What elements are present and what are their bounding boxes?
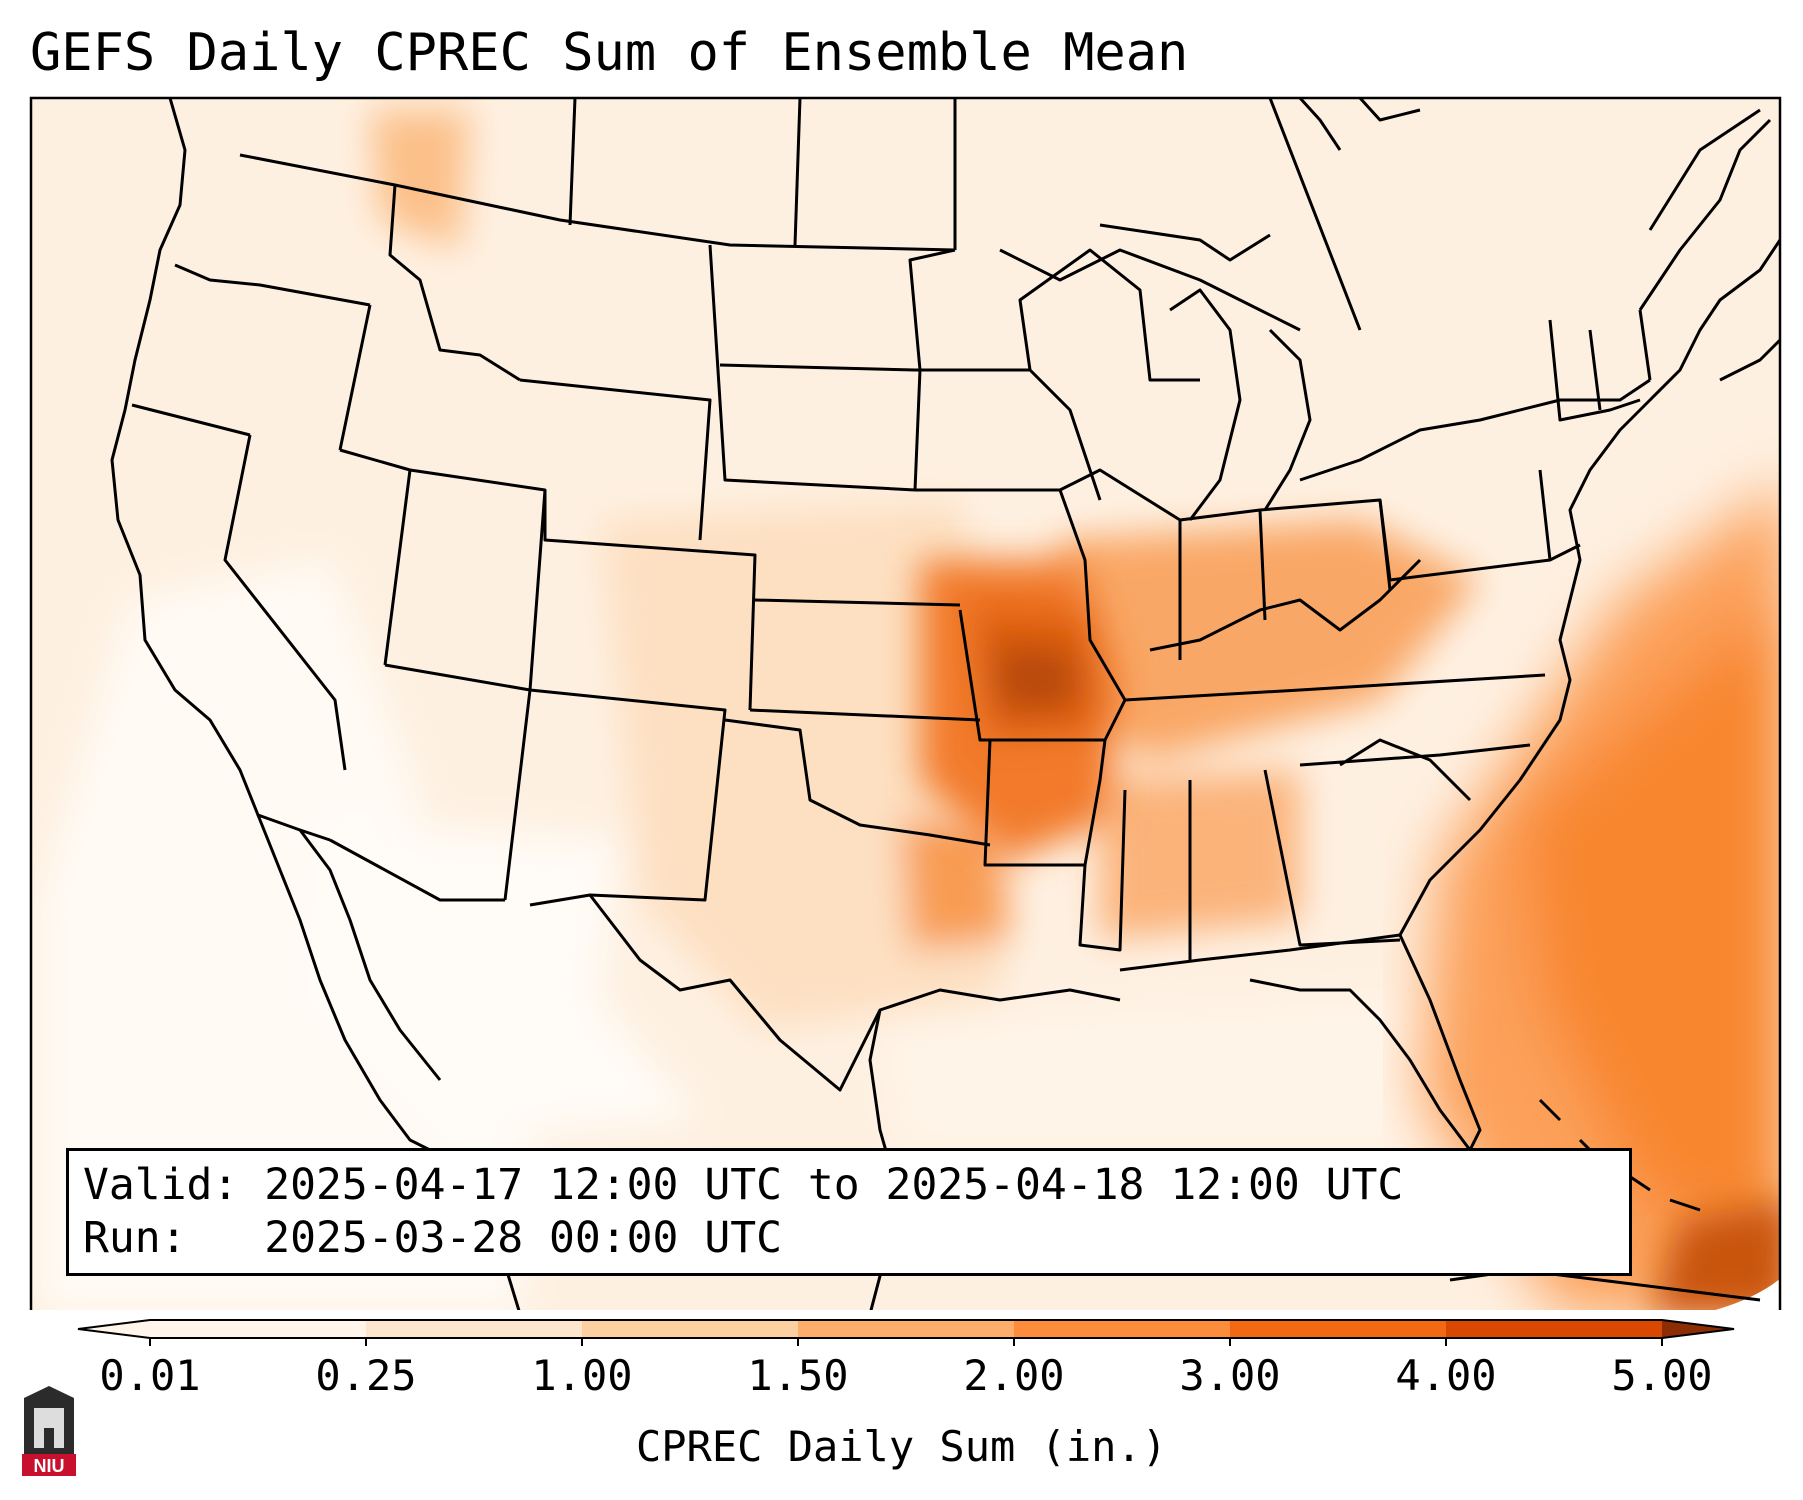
canada-provinces <box>568 98 1362 331</box>
colorbar-label: CPREC Daily Sum (in.) <box>635 1422 1167 1471</box>
colorbar-segment <box>1446 1320 1663 1338</box>
colorbar-segment <box>798 1320 1015 1338</box>
missouri-border <box>915 488 1127 742</box>
hudson-coast <box>1298 98 1421 151</box>
or-ca-border <box>131 403 251 437</box>
montana-wy-border <box>519 378 712 541</box>
colorbar: 0.01 0.25 1.00 1.50 2.00 3.00 4.00 5.00 <box>77 1319 1735 1400</box>
niu-logo: NIU <box>22 1386 76 1476</box>
ca-nv-border <box>223 434 347 771</box>
colorbar-segment <box>582 1320 799 1338</box>
precip-area-northwest <box>370 110 470 250</box>
east-coast <box>1398 239 1780 936</box>
colorbar-segments <box>78 1320 1734 1338</box>
precip-area-gulf <box>880 990 1560 1150</box>
logo-door <box>44 1428 54 1448</box>
great-lakes-superior <box>999 248 1301 332</box>
precip-area-southeast <box>1100 770 1300 940</box>
run-label: Run: <box>83 1213 187 1263</box>
precip-area-south-central <box>900 820 1010 950</box>
colorbar-segment <box>1014 1320 1231 1338</box>
baja-peninsula <box>256 814 442 1152</box>
precip-shading-atlantic <box>1420 487 1780 1310</box>
map-edge-white <box>1715 1278 1780 1310</box>
florida <box>1119 933 1482 1152</box>
run-line: Run: 2025-03-28 00:00 UTC <box>83 1212 1615 1265</box>
ne-ks-border <box>754 598 961 607</box>
dakotas-border <box>708 244 956 492</box>
ms-al-border <box>1078 769 1401 960</box>
colorbar-segment <box>1230 1320 1447 1338</box>
northeast-states <box>1378 309 1652 582</box>
precip-area-atlantic-inner <box>1520 606 1780 1256</box>
valid-label: Valid: <box>83 1160 239 1210</box>
precip-area-caribbean <box>1651 1201 1780 1310</box>
colorbar-extend-max <box>1662 1320 1734 1338</box>
nm-tx-border <box>529 688 727 907</box>
colorbar-segment <box>150 1320 367 1338</box>
precip-area-dry-west <box>40 560 540 1310</box>
colorbar-tick-label: 3.00 <box>1179 1351 1280 1400</box>
run-value: 2025-03-28 00:00 UTC <box>264 1213 782 1263</box>
precip-area-dry-southwest <box>320 820 700 1140</box>
colorbar-tick-label: 1.00 <box>531 1351 632 1400</box>
canada-us-border <box>239 153 956 252</box>
map-title: GEFS Daily CPREC Sum of Ensemble Mean <box>30 23 1189 83</box>
maritimes <box>1638 108 1780 382</box>
colorbar-segment <box>366 1320 583 1338</box>
precip-shading-core <box>920 560 1780 1310</box>
colorbar-extend-min <box>78 1320 150 1338</box>
texas-gulf-coast <box>588 894 1121 1092</box>
precip-map <box>29 96 1782 1310</box>
wa-or-border <box>174 263 371 307</box>
map-frame <box>29 96 1782 1310</box>
co-border <box>543 490 757 711</box>
ok-tx-border <box>724 718 991 847</box>
valid-value: 2025-04-17 12:00 UTC to 2025-04-18 12:00… <box>264 1160 1404 1210</box>
colorbar-tick-label: 5.00 <box>1611 1351 1712 1400</box>
great-lakes-erie-ontario <box>1299 378 1651 482</box>
precip-area-missouri-max <box>990 640 1080 715</box>
colorbar-tick-label: 1.50 <box>747 1351 848 1400</box>
iowa-wi-border <box>915 248 1200 501</box>
valid-line: Valid: 2025-04-17 12:00 UTC to 2025-04-1… <box>83 1159 1615 1212</box>
logo-text: NIU <box>34 1456 65 1476</box>
colorbar-tick-label: 0.25 <box>315 1351 416 1400</box>
colorbar-ticks: 0.01 0.25 1.00 1.50 2.00 3.00 4.00 5.00 <box>99 1338 1713 1400</box>
colorbar-tick-label: 4.00 <box>1395 1351 1496 1400</box>
az-south-border <box>329 838 505 902</box>
ks-ok-border <box>749 708 981 722</box>
kentucky-north <box>1149 558 1422 652</box>
great-lakes-michigan <box>1169 288 1312 521</box>
precip-shading <box>40 110 1560 1310</box>
logo-banner <box>22 1454 76 1476</box>
tn-ky-border <box>1124 673 1546 702</box>
colorbar-tick-label: 0.01 <box>99 1351 200 1400</box>
carolinas-border <box>1299 738 1531 802</box>
us-coastline-west <box>110 98 331 842</box>
info-box: Valid: 2025-04-17 12:00 UTC to 2025-04-1… <box>66 1148 1632 1276</box>
precip-area-east-band <box>1050 520 1480 760</box>
idaho-border <box>338 184 521 451</box>
colorbar-tick-label: 2.00 <box>963 1351 1064 1400</box>
